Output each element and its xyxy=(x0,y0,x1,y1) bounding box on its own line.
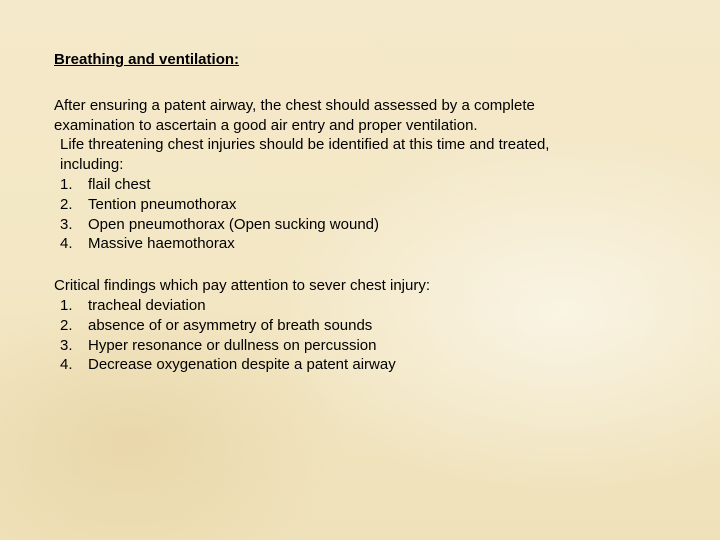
list-item: 4. Massive haemothorax xyxy=(60,234,676,254)
list-number: 2. xyxy=(60,195,88,215)
section-heading: Breathing and ventilation: xyxy=(54,50,676,70)
critical-block: Critical findings which pay attention to… xyxy=(54,276,676,375)
intro-line-4: including: xyxy=(54,155,676,175)
list-number: 4. xyxy=(60,355,88,375)
list-item: 3. Open pneumothorax (Open sucking wound… xyxy=(60,215,676,235)
list-item: 1. flail chest xyxy=(60,175,676,195)
list-item: 3. Hyper resonance or dullness on percus… xyxy=(60,336,676,356)
list-text: Decrease oxygenation despite a patent ai… xyxy=(88,355,396,375)
injuries-list: 1. flail chest 2. Tention pneumothorax 3… xyxy=(54,175,676,254)
list-text: Open pneumothorax (Open sucking wound) xyxy=(88,215,379,235)
list-text: Hyper resonance or dullness on percussio… xyxy=(88,336,377,356)
intro-line-1: After ensuring a patent airway, the ches… xyxy=(54,96,676,116)
critical-heading: Critical findings which pay attention to… xyxy=(54,276,676,296)
list-text: Tention pneumothorax xyxy=(88,195,236,215)
intro-block: After ensuring a patent airway, the ches… xyxy=(54,96,676,254)
list-number: 3. xyxy=(60,336,88,356)
intro-line-2: examination to ascertain a good air entr… xyxy=(54,116,676,136)
list-item: 1. tracheal deviation xyxy=(60,296,676,316)
list-item: 2. Tention pneumothorax xyxy=(60,195,676,215)
intro-line-3: Life threatening chest injuries should b… xyxy=(54,135,676,155)
list-text: Massive haemothorax xyxy=(88,234,235,254)
critical-list: 1. tracheal deviation 2. absence of or a… xyxy=(54,296,676,375)
slide: Breathing and ventilation: After ensurin… xyxy=(0,0,720,540)
list-item: 2. absence of or asymmetry of breath sou… xyxy=(60,316,676,336)
list-number: 4. xyxy=(60,234,88,254)
list-number: 1. xyxy=(60,296,88,316)
list-text: tracheal deviation xyxy=(88,296,206,316)
list-text: absence of or asymmetry of breath sounds xyxy=(88,316,372,336)
list-number: 3. xyxy=(60,215,88,235)
list-item: 4. Decrease oxygenation despite a patent… xyxy=(60,355,676,375)
list-number: 1. xyxy=(60,175,88,195)
list-text: flail chest xyxy=(88,175,151,195)
list-number: 2. xyxy=(60,316,88,336)
